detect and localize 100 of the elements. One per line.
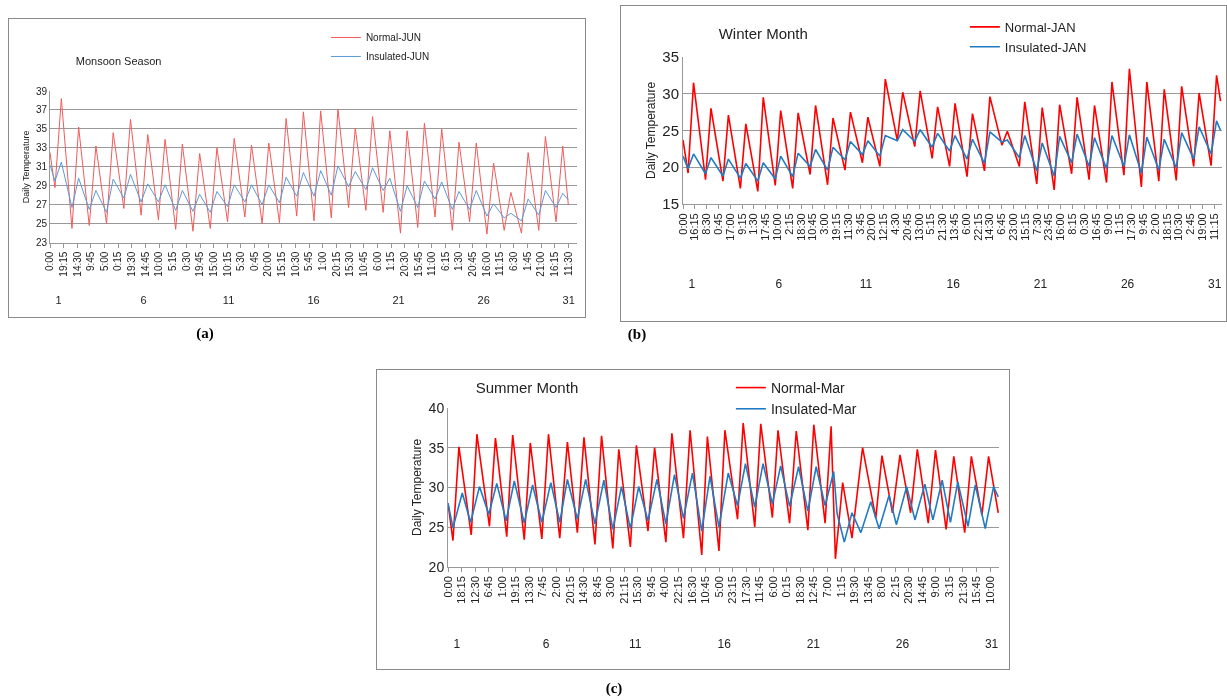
- x-tick-label: 5:30: [235, 251, 247, 272]
- x2-tick-label: 26: [895, 637, 910, 652]
- x-tick-label: 11:15: [1207, 213, 1220, 240]
- x-tick-label: 2:15: [782, 213, 795, 235]
- x-tick-label: 8:45: [590, 576, 603, 598]
- x-tick-label: 1:15: [834, 576, 847, 598]
- x-tick-label: 0:15: [112, 251, 124, 272]
- x-tick-label: 7:30: [1030, 213, 1043, 235]
- x-tick-label: 1:00: [495, 576, 508, 598]
- x-tick-label: 15:45: [412, 251, 424, 277]
- x2-tick-label: 21: [1033, 277, 1048, 292]
- x-tick-label: 10:45: [699, 576, 712, 604]
- x-tick-label: 16:00: [1054, 213, 1067, 241]
- x-tick-label: 6:00: [766, 576, 779, 598]
- x-tick-label: 19:30: [848, 576, 861, 604]
- y-tick-label: 25: [428, 518, 445, 535]
- x-tick-label: 16:15: [548, 251, 560, 277]
- x-tick-label: 0:45: [711, 213, 724, 235]
- x-tick-label: 14:30: [577, 576, 590, 604]
- x-tick-label: 9:45: [85, 251, 97, 272]
- x-tick-label: 10:00: [983, 576, 996, 604]
- x2-tick-label: 31: [562, 294, 575, 307]
- x-tick-label: 13:45: [861, 576, 874, 604]
- x-tick-label: 10:45: [806, 213, 819, 241]
- text: (a): [196, 325, 214, 342]
- x-tick-label: 9:45: [644, 576, 657, 598]
- legend-label: Normal-JUN: [365, 32, 421, 44]
- x-tick-label: 2:15: [888, 576, 901, 598]
- x-tick-label: 20:00: [262, 251, 274, 277]
- chart-title: Winter Month: [718, 25, 808, 43]
- x2-tick-label: 16: [717, 637, 732, 652]
- x-tick-label: 12:45: [807, 576, 820, 604]
- x-tick-label: 15:45: [970, 576, 983, 604]
- x-tick-label: 0:30: [1077, 213, 1090, 235]
- x-tick-label: 20:15: [563, 576, 576, 604]
- y-tick-label: 37: [35, 104, 48, 116]
- x-tick-label: 20:00: [865, 213, 878, 241]
- x2-tick-label: 16: [946, 277, 961, 292]
- x-tick-label: 20:30: [398, 251, 410, 277]
- x2-tick-label: 6: [775, 277, 783, 292]
- x2-tick-label: 11: [628, 637, 642, 652]
- x2-tick-label: 31: [984, 637, 999, 652]
- y-tick-label: 20: [428, 558, 445, 575]
- y-tick-label: 25: [662, 121, 679, 139]
- x-tick-label: 23:00: [1007, 213, 1020, 241]
- legend-label: Normal-Mar: [770, 380, 846, 397]
- x-tick-label: 11:30: [841, 213, 854, 240]
- x-tick-label: 18:15: [1160, 213, 1173, 241]
- x-tick-label: 10:00: [771, 213, 784, 241]
- y-axis-title: Daily Temperature: [21, 130, 32, 204]
- x-tick-label: 19:15: [509, 576, 522, 604]
- chart-title: Summer Month: [475, 379, 579, 397]
- x-tick-label: 8:00: [875, 576, 888, 598]
- x-tick-label: 16:45: [1089, 213, 1102, 241]
- x-tick-label: 22:15: [671, 576, 684, 604]
- x-tick-label: 23:45: [1042, 213, 1055, 241]
- x-tick-label: 0:30: [180, 251, 192, 272]
- chart-title: Monsoon Season: [75, 54, 162, 67]
- x-tick-label: 21:30: [956, 576, 969, 604]
- x2-tick-label: 21: [392, 294, 405, 307]
- x-tick-label: 5:15: [924, 213, 937, 235]
- x-tick-label: 1:45: [521, 251, 533, 272]
- x-tick-label: 19:15: [57, 251, 69, 277]
- y-tick-label: 27: [35, 199, 48, 211]
- x-tick-label: 9:00: [1101, 213, 1114, 235]
- x2-tick-label: 11: [859, 277, 873, 292]
- x-tick-label: 21:15: [617, 576, 630, 604]
- x-tick-label: 20:30: [902, 576, 915, 604]
- x-tick-label: 4:30: [889, 213, 902, 235]
- x-tick-label: 3:00: [818, 213, 831, 235]
- x-tick-label: 14:30: [71, 251, 83, 277]
- y-tick-label: 31: [35, 161, 48, 173]
- x-tick-label: 0:15: [780, 576, 793, 598]
- y-tick-label: 35: [662, 48, 679, 66]
- x-tick-label: 12:30: [468, 576, 481, 604]
- x-tick-label: 17:00: [723, 213, 736, 241]
- legend-label: Insulated-JAN: [1004, 39, 1087, 55]
- x-tick-label: 10:45: [357, 251, 369, 277]
- x-tick-label: 13:45: [948, 213, 961, 241]
- x-tick-label: 6:45: [995, 213, 1008, 235]
- x2-tick-label: 21: [806, 637, 821, 652]
- x-tick-label: 14:30: [983, 213, 996, 241]
- y-tick-label: 25: [35, 218, 48, 230]
- x2-tick-label: 31: [1208, 277, 1222, 292]
- x-tick-label: 11:00: [426, 251, 438, 276]
- x-tick-label: 13:30: [522, 576, 535, 604]
- x-tick-label: 1:30: [453, 251, 465, 272]
- x-tick-label: 5:15: [167, 251, 179, 272]
- x-tick-label: 0:00: [44, 251, 56, 272]
- x-tick-label: 21:30: [936, 213, 949, 241]
- x2-tick-label: 1: [453, 637, 461, 652]
- x-tick-label: 19:45: [194, 251, 206, 277]
- legend-label: Insulated-Mar: [770, 401, 857, 418]
- x-tick-label: 2:00: [1148, 213, 1161, 235]
- x-tick-label: 12:15: [877, 213, 890, 241]
- x-tick-label: 1:00: [317, 251, 329, 272]
- x-tick-label: 17:30: [1125, 213, 1138, 241]
- x-tick-label: 7:45: [536, 576, 549, 598]
- x-tick-label: 22:15: [971, 213, 984, 241]
- x-tick-label: 19:30: [126, 251, 138, 277]
